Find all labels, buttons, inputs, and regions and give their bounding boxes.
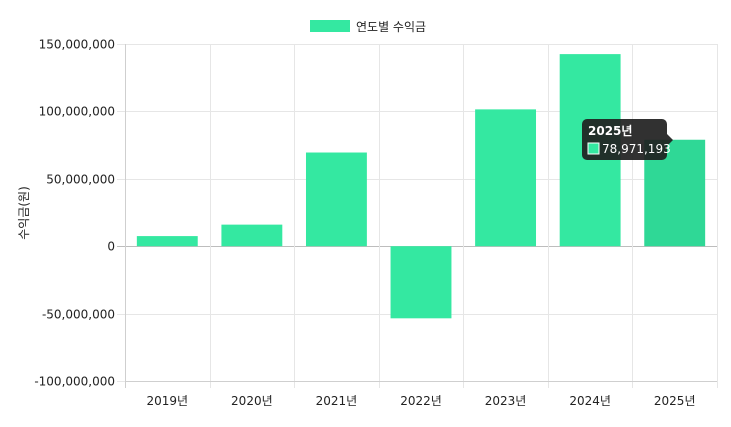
tooltip-pointer <box>667 134 673 146</box>
tooltip-box <box>582 119 667 160</box>
tooltip-swatch <box>587 142 600 155</box>
x-tick-label: 2020년 <box>231 394 273 408</box>
legend-label: 연도별 수익금 <box>356 20 426 34</box>
x-tick-labels: 2019년 2020년 2021년 2022년 2023년 2024년 2025년 <box>146 394 695 408</box>
y-axis-label: 수익금(원) <box>17 186 31 240</box>
x-tick-label: 2021년 <box>316 394 358 408</box>
legend[interactable]: 연도별 수익금 <box>310 20 426 34</box>
x-tick-label: 2025년 <box>654 394 696 408</box>
y-tick-label: 0 <box>107 240 115 254</box>
bar[interactable] <box>136 236 198 247</box>
bar[interactable] <box>390 246 452 319</box>
y-tick-label: 100,000,000 <box>39 105 115 119</box>
y-tick-label: 50,000,000 <box>46 173 115 187</box>
bar[interactable] <box>221 224 283 247</box>
tooltip-title: 2025년 <box>588 124 632 138</box>
tooltip: 2025년 78,971,193 <box>582 119 673 160</box>
grid-lines <box>117 44 718 388</box>
bars <box>136 54 706 319</box>
y-tick-label: 150,000,000 <box>39 38 115 52</box>
y-tick-label: -100,000,000 <box>34 375 115 389</box>
y-tick-label: -50,000,000 <box>42 308 115 322</box>
x-tick-label: 2024년 <box>569 394 611 408</box>
tooltip-value: 78,971,193 <box>602 142 671 156</box>
x-tick-label: 2022년 <box>400 394 442 408</box>
legend-swatch <box>310 20 350 32</box>
x-tick-label: 2023년 <box>485 394 527 408</box>
y-tick-labels: 150,000,000 100,000,000 50,000,000 0 -50,000… <box>34 38 115 389</box>
bar[interactable] <box>305 152 367 247</box>
x-tick-label: 2019년 <box>146 394 188 408</box>
bar[interactable] <box>475 109 537 247</box>
